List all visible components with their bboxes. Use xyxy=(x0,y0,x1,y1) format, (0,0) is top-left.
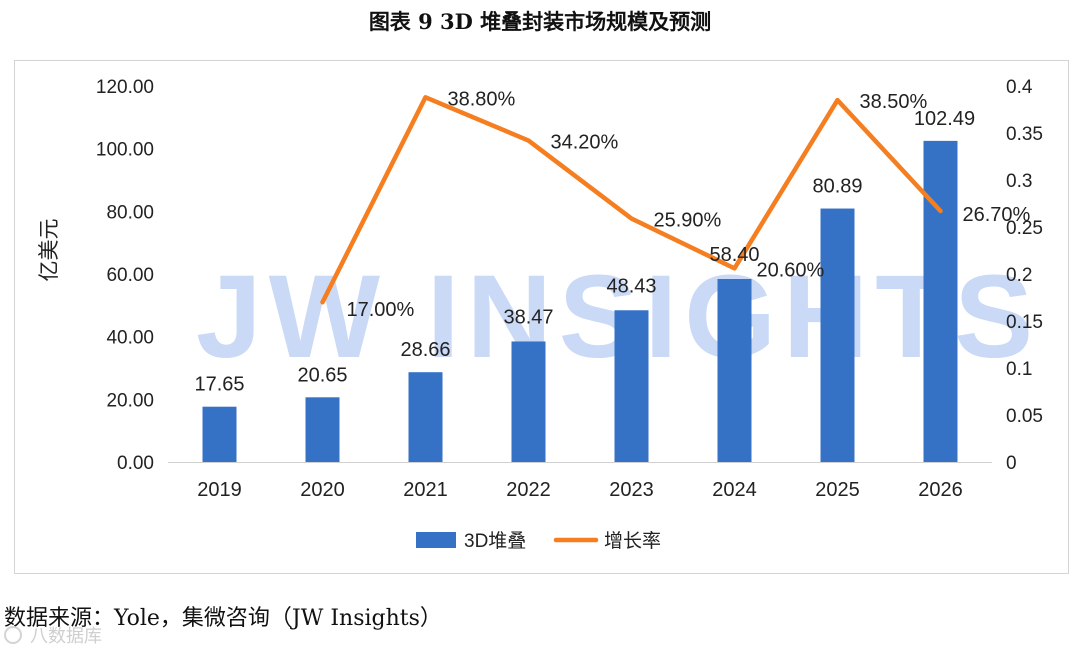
y2-tick-label: 0.3 xyxy=(1006,171,1032,192)
y2-tick-label: 0.15 xyxy=(1006,312,1043,333)
bar-3d-stacking xyxy=(717,279,752,462)
chart-title: 图表 9 3D 堆叠封装市场规模及预测 xyxy=(368,9,712,34)
y-tick-label: 40.00 xyxy=(106,328,154,349)
bar-data-label: 20.65 xyxy=(297,364,347,386)
y-tick-label: 60.00 xyxy=(106,265,154,286)
bar-data-label: 102.49 xyxy=(914,108,975,130)
growth-rate-line xyxy=(320,95,943,305)
x-tick-label: 2021 xyxy=(403,479,448,501)
line-data-label: 38.50% xyxy=(860,91,928,113)
x-tick-label: 2025 xyxy=(815,479,860,501)
y-tick-label: 120.00 xyxy=(96,77,154,98)
x-tick-label: 2022 xyxy=(506,479,551,501)
y2-tick-label: 0.2 xyxy=(1006,265,1032,286)
legend-label: 3D堆叠 xyxy=(464,530,526,552)
line-data-label: 26.70% xyxy=(963,204,1031,226)
bar-data-label: 80.89 xyxy=(812,176,862,198)
y2-tick-label: 0.1 xyxy=(1006,359,1032,380)
corner-watermark-text: 八数据库 xyxy=(30,626,102,646)
bar-3d-stacking xyxy=(614,310,649,462)
bar-data-label: 58.40 xyxy=(709,244,759,266)
line-data-label: 17.00% xyxy=(347,299,415,321)
x-tick-label: 2019 xyxy=(197,479,242,501)
bar-3d-stacking xyxy=(820,208,855,462)
corner-watermark: 八数据库 xyxy=(4,622,102,648)
bar-data-label: 17.65 xyxy=(194,374,244,396)
bar-data-label: 28.66 xyxy=(400,339,450,361)
y2-tick-label: 0.4 xyxy=(1006,77,1033,98)
line-data-label: 20.60% xyxy=(757,259,825,281)
y2-tick-label: 0.25 xyxy=(1006,218,1043,239)
bar-data-label: 48.43 xyxy=(606,275,656,297)
y-axis-title: 亿美元 xyxy=(38,219,61,282)
y2-tick-label: 0 xyxy=(1006,453,1017,474)
x-tick-label: 2026 xyxy=(918,479,963,501)
bar-3d-stacking xyxy=(202,406,237,462)
x-tick-label: 2024 xyxy=(712,479,757,501)
line-data-label: 38.80% xyxy=(448,88,516,110)
legend-bar-swatch xyxy=(416,532,456,548)
y2-tick-label: 0.05 xyxy=(1006,406,1043,427)
chart-frame xyxy=(14,60,1069,574)
y-tick-label: 100.00 xyxy=(96,140,154,161)
y-tick-label: 20.00 xyxy=(106,390,154,411)
bar-3d-stacking xyxy=(408,372,443,462)
source-note: 数据来源：Yole，集微咨询（JW Insights） xyxy=(4,606,442,631)
y-tick-label: 80.00 xyxy=(106,202,154,223)
bar-3d-stacking xyxy=(305,397,340,462)
y-tick-label: 0.00 xyxy=(117,453,154,474)
bar-3d-stacking xyxy=(923,140,958,462)
line-data-label: 34.20% xyxy=(551,132,619,154)
watermark-logo-icon xyxy=(4,626,22,644)
x-tick-label: 2020 xyxy=(300,479,345,501)
legend-label: 增长率 xyxy=(604,530,661,552)
line-data-label: 25.90% xyxy=(654,210,722,232)
bar-data-label: 38.47 xyxy=(503,306,553,328)
y2-tick-label: 0.35 xyxy=(1006,124,1043,145)
bar-3d-stacking xyxy=(511,341,546,462)
combo-chart: 0.00 20.00 40.00 60.00 80.00 100.00 120.00 0 0.0… xyxy=(38,77,1043,552)
x-tick-label: 2023 xyxy=(609,479,654,501)
